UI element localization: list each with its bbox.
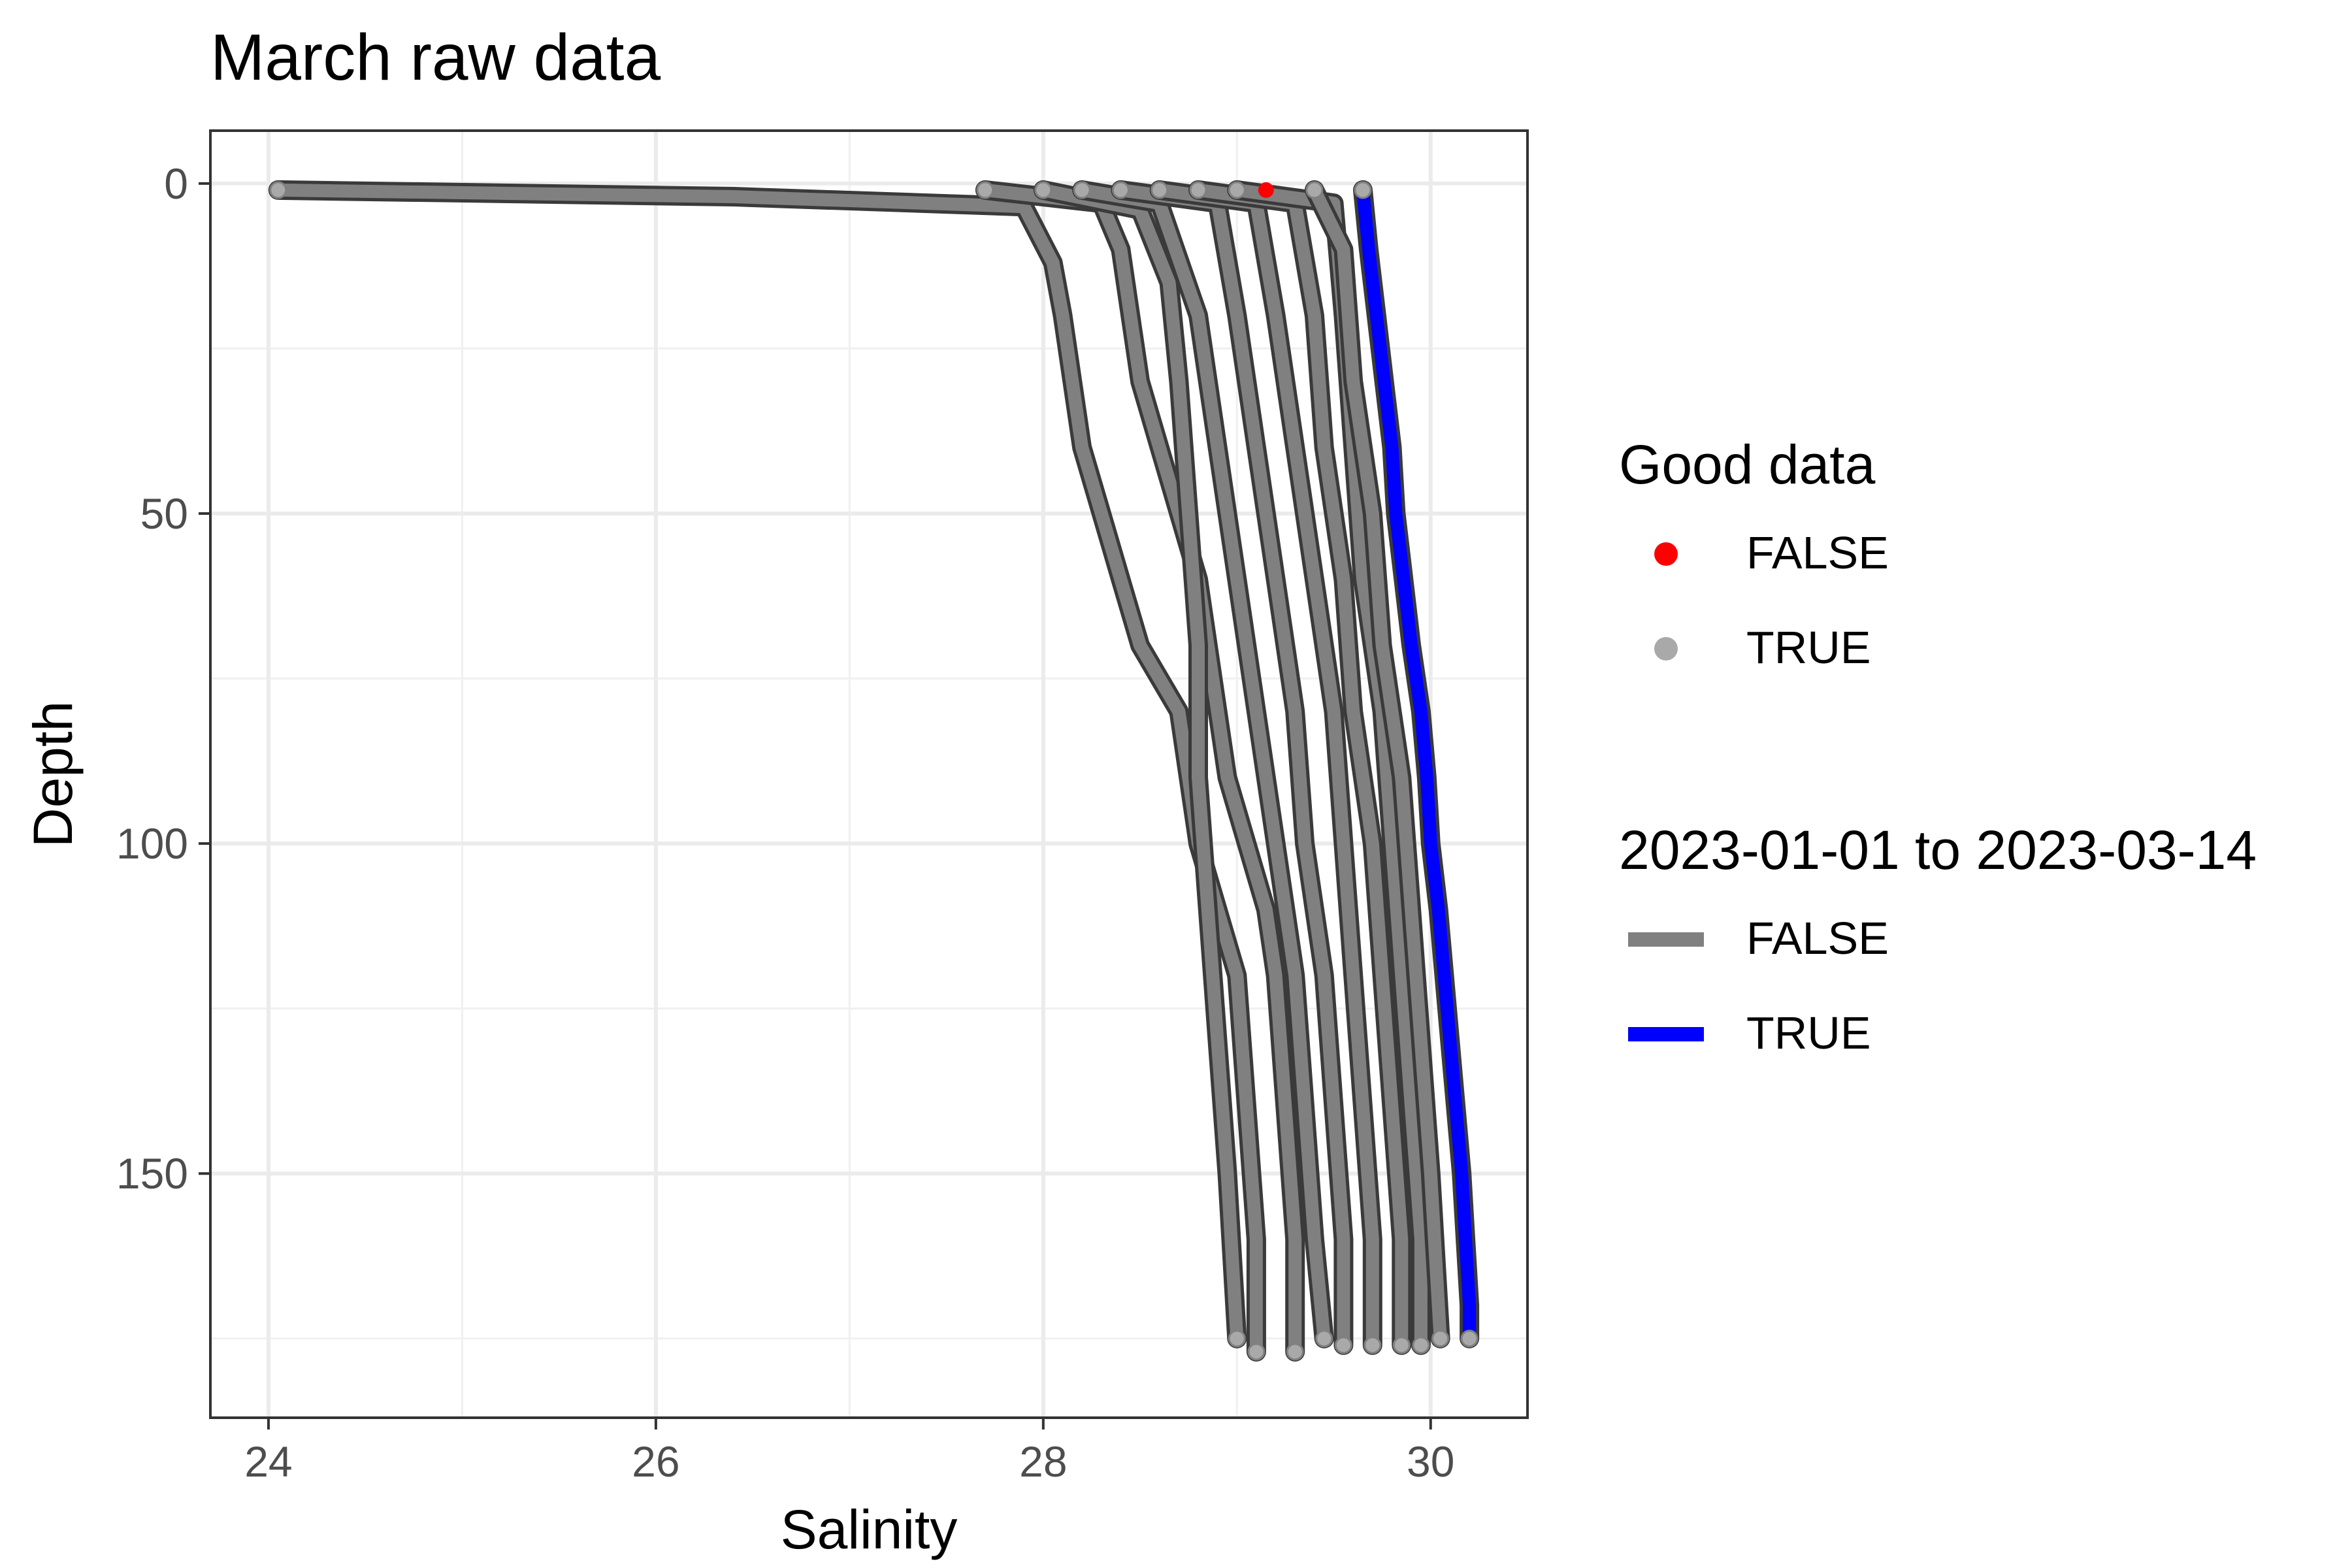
series-line-5: [1152, 183, 1379, 1352]
chart-title: March raw data: [210, 21, 661, 94]
legend-point-key-0: [1654, 542, 1678, 566]
x-tick-label: 24: [244, 1437, 292, 1486]
legend-title-0: Good data: [1619, 434, 1876, 495]
series-point-0-1: [1247, 1343, 1266, 1361]
y-tick-label: 50: [140, 489, 188, 538]
series-point-3-0: [1073, 181, 1091, 199]
series-point-8-1: [1431, 1330, 1450, 1348]
axes: 24 26 28 30 0 50 100 150: [116, 159, 1455, 1486]
series-line-8: [1307, 183, 1447, 1345]
data-points: [269, 181, 1478, 1361]
y-tick-label: 100: [116, 819, 188, 868]
series-point-9-0: [1354, 181, 1372, 199]
x-tick-label: 26: [632, 1437, 679, 1486]
series-point-6-1: [1392, 1336, 1411, 1354]
series-point-2-0: [1034, 181, 1053, 199]
y-tick-label: 150: [116, 1149, 188, 1198]
series-point-9-1: [1460, 1330, 1478, 1348]
y-tick-label: 0: [164, 159, 188, 208]
series-point-2-1: [1228, 1330, 1246, 1348]
series-point-4-1: [1334, 1336, 1352, 1354]
series-point-6-0: [1189, 181, 1207, 199]
legend-label-1: TRUE: [1746, 1007, 1871, 1058]
legend-label-1: TRUE: [1746, 622, 1871, 673]
series-point-8-0: [1305, 181, 1324, 199]
series-point-7-0: [1228, 181, 1246, 199]
series-line-6: [1192, 183, 1409, 1352]
series-point-5-0: [1151, 181, 1169, 199]
x-tick-label: 30: [1407, 1437, 1454, 1486]
series-point-4-0: [1111, 181, 1130, 199]
x-tick-label: 28: [1019, 1437, 1067, 1486]
series-line-4: [1114, 183, 1350, 1352]
series-point-1-0: [976, 181, 994, 199]
legend: Good data FALSE TRUE 2023-01-01 to 2023-03-…: [1619, 434, 2257, 1058]
legend-point-key-1: [1654, 637, 1678, 661]
flagged-point-0: [1258, 182, 1274, 198]
legend-label-0: FALSE: [1746, 913, 1889, 964]
series-point-1-1: [1286, 1343, 1304, 1361]
series-lines: [268, 180, 1480, 1362]
x-axis-title: Salinity: [781, 1499, 958, 1560]
series-point-3-1: [1315, 1330, 1333, 1348]
legend-title-1: 2023-01-01 to 2023-03-14: [1619, 819, 2257, 881]
series-point-7-1: [1412, 1336, 1430, 1354]
y-axis-title: Depth: [22, 701, 84, 847]
series-line-3: [1075, 183, 1331, 1345]
series-line-0: [271, 183, 1263, 1358]
series-line-2: [1036, 183, 1244, 1345]
legend-label-0: FALSE: [1746, 527, 1889, 578]
plot-border: [209, 129, 1529, 1419]
series-point-0-0: [269, 181, 287, 199]
series-point-5-1: [1364, 1336, 1382, 1354]
series-line-9: [1356, 183, 1477, 1345]
